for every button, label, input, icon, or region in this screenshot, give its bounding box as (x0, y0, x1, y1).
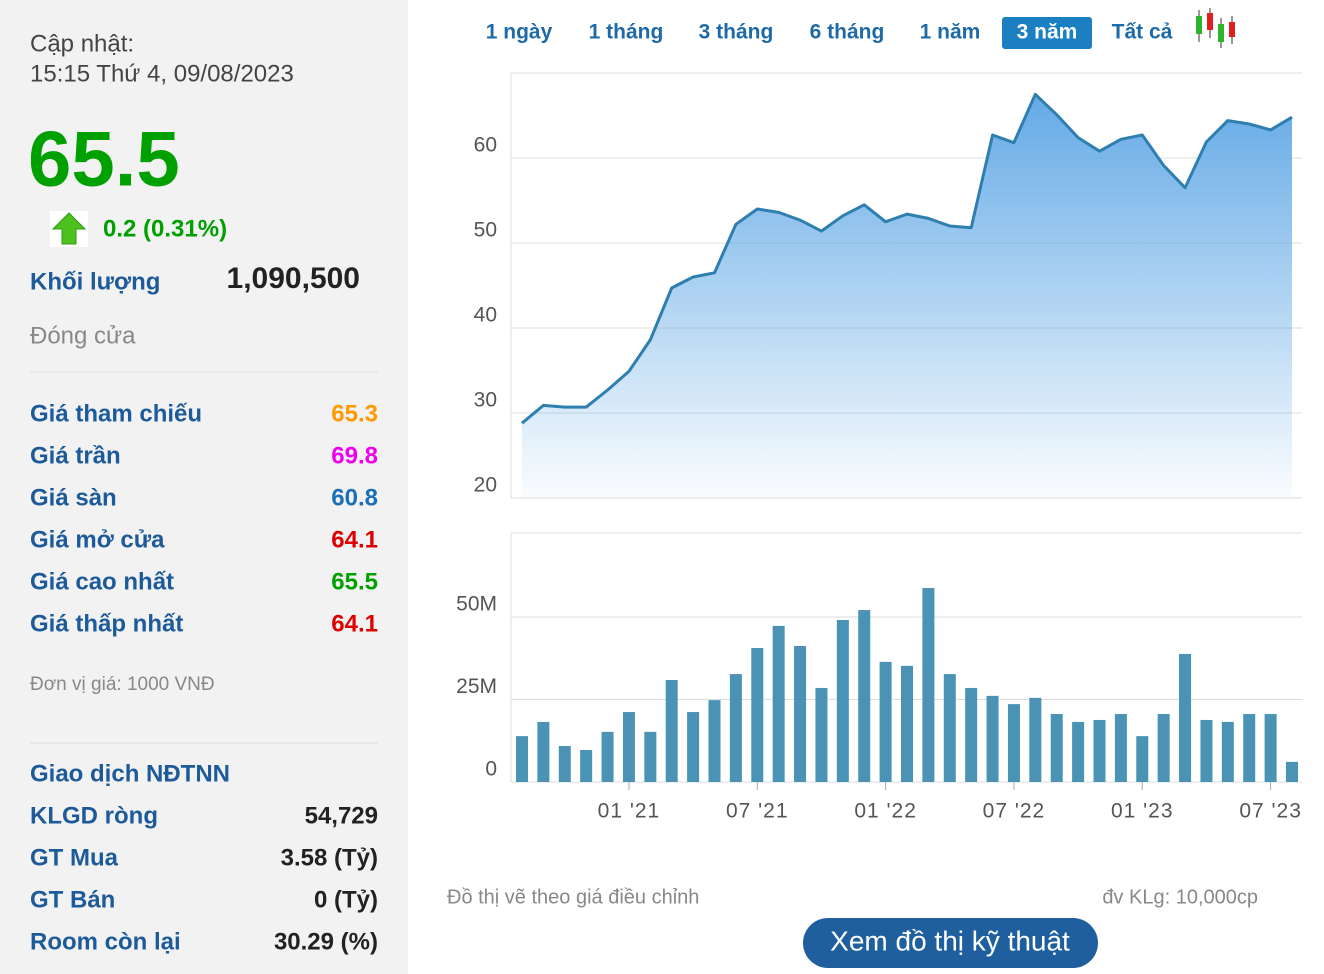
x-tick-label: 01 '22 (854, 800, 917, 823)
area (522, 94, 1292, 499)
bar (558, 746, 571, 782)
bar (687, 712, 700, 782)
sidebar-bg (0, 0, 408, 974)
bar (1136, 736, 1149, 782)
bar (986, 695, 999, 782)
bar (537, 721, 550, 782)
tab[interactable]: 1 tháng (589, 21, 664, 44)
y-tick-label: 30 (474, 389, 497, 412)
bar (879, 661, 892, 782)
row-value: 30.29 (%) (274, 928, 378, 955)
tab[interactable]: Tất cả (1112, 21, 1173, 44)
row-label: Giá sàn (30, 484, 117, 511)
foreign-title: Giao dịch NĐTNN (30, 760, 230, 787)
bar (922, 587, 935, 782)
row-label: KLGD ròng (30, 802, 158, 829)
row-label: Giá mở cửa (30, 526, 165, 553)
bar (516, 736, 528, 782)
change: 0.2 (0.31%) (103, 215, 227, 242)
volume: 1,090,500 (227, 262, 360, 295)
bar (601, 731, 614, 782)
bar (622, 712, 635, 782)
y-tick-label: 50 (474, 219, 497, 242)
volume-label: Khối lượng (30, 268, 160, 295)
row-value: 0 (Tỷ) (314, 886, 378, 913)
unit-note: Đơn vị giá: 1000 VNĐ (30, 674, 215, 695)
price: 65.5 (28, 115, 180, 203)
bar (708, 700, 721, 782)
bar (1050, 714, 1063, 782)
row-value: 65.3 (331, 400, 378, 427)
status: Đóng cửa (30, 322, 136, 349)
bar (1114, 714, 1127, 782)
row-label: Room còn lại (30, 928, 181, 955)
row-value: 69.8 (331, 442, 378, 469)
x-tick-label: 07 '21 (726, 800, 789, 823)
update-time: 15:15 Thứ 4, 09/08/2023 (30, 60, 294, 87)
bar (901, 665, 913, 782)
bar (1029, 697, 1042, 782)
bar (858, 610, 871, 782)
bar (1264, 714, 1277, 782)
row-value: 65.5 (331, 568, 378, 595)
bar (1200, 719, 1213, 782)
x-tick-label: 01 '23 (1111, 800, 1174, 823)
bar (1286, 761, 1298, 782)
bar (815, 687, 828, 782)
bar (1179, 653, 1192, 782)
active-tab-bg[interactable] (1002, 17, 1092, 49)
x-tick-label: 07 '23 (1239, 800, 1302, 823)
note-right: đv KLg: 10,000cp (1102, 886, 1258, 908)
tab[interactable]: 3 năm (1017, 21, 1078, 44)
bar (1072, 721, 1085, 782)
row-value: 54,729 (305, 802, 378, 829)
button-label[interactable]: Xem đồ thị kỹ thuật (830, 925, 1070, 956)
row-value: 64.1 (331, 610, 378, 637)
up-arrow (50, 211, 88, 247)
x-tick-label: 07 '22 (983, 800, 1046, 823)
row-value: 3.58 (Tỷ) (281, 844, 378, 871)
tech-chart-button[interactable]: Xem đồ thị kỹ thuật (803, 918, 1098, 968)
y-tick-label: 25M (456, 675, 497, 698)
row-label: Giá thấp nhất (30, 610, 183, 637)
y-tick-label: 0 (485, 758, 497, 781)
bar (644, 731, 657, 782)
row-label: Giá cao nhất (30, 568, 174, 595)
bar (1093, 719, 1106, 782)
candlestick-icon[interactable] (1196, 8, 1235, 48)
bar (965, 687, 978, 782)
y-tick-label: 20 (474, 474, 497, 497)
bar (665, 680, 678, 782)
tab[interactable]: 1 năm (920, 21, 981, 44)
button-bg[interactable] (803, 918, 1098, 968)
row-value: 60.8 (331, 484, 378, 511)
bar (580, 749, 593, 782)
bar (794, 646, 807, 782)
bar (836, 619, 849, 782)
bar (772, 625, 785, 782)
tab[interactable]: 3 tháng (699, 21, 774, 44)
y-tick-label: 40 (474, 304, 497, 327)
y-tick-label: 50M (456, 593, 497, 616)
row-label: Giá tham chiếu (30, 400, 202, 427)
tab[interactable]: 1 ngày (486, 21, 553, 44)
bar (943, 674, 956, 782)
note-left: Đồ thị vẽ theo giá điều chỉnh (447, 886, 699, 908)
row-label: Giá trần (30, 442, 121, 469)
bar (1243, 714, 1256, 782)
tab[interactable]: 6 tháng (810, 21, 885, 44)
update-label: Cập nhật: (30, 30, 134, 57)
bar (1007, 704, 1020, 782)
line (521, 92, 1293, 425)
row-value: 64.1 (331, 526, 378, 553)
bar (1221, 721, 1234, 782)
bar (751, 648, 764, 782)
y-tick-label: 60 (474, 134, 497, 157)
row-label: GT Mua (30, 844, 119, 871)
row-label: GT Bán (30, 886, 115, 913)
bar (1157, 714, 1170, 782)
x-tick-label: 01 '21 (598, 800, 661, 823)
bar (729, 674, 742, 782)
